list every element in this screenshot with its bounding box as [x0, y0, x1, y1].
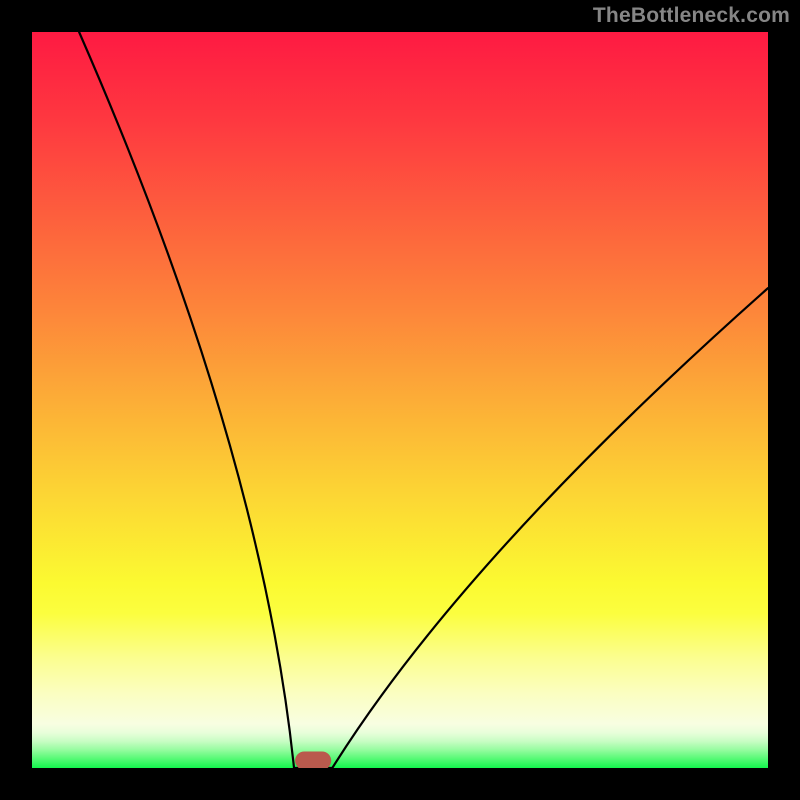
optimal-marker [295, 751, 331, 768]
figure-root: TheBottleneck.com [0, 0, 800, 800]
plot-area [32, 32, 768, 768]
watermark-text: TheBottleneck.com [593, 4, 790, 28]
bottleneck-chart [32, 32, 768, 768]
gradient-background [32, 32, 768, 768]
